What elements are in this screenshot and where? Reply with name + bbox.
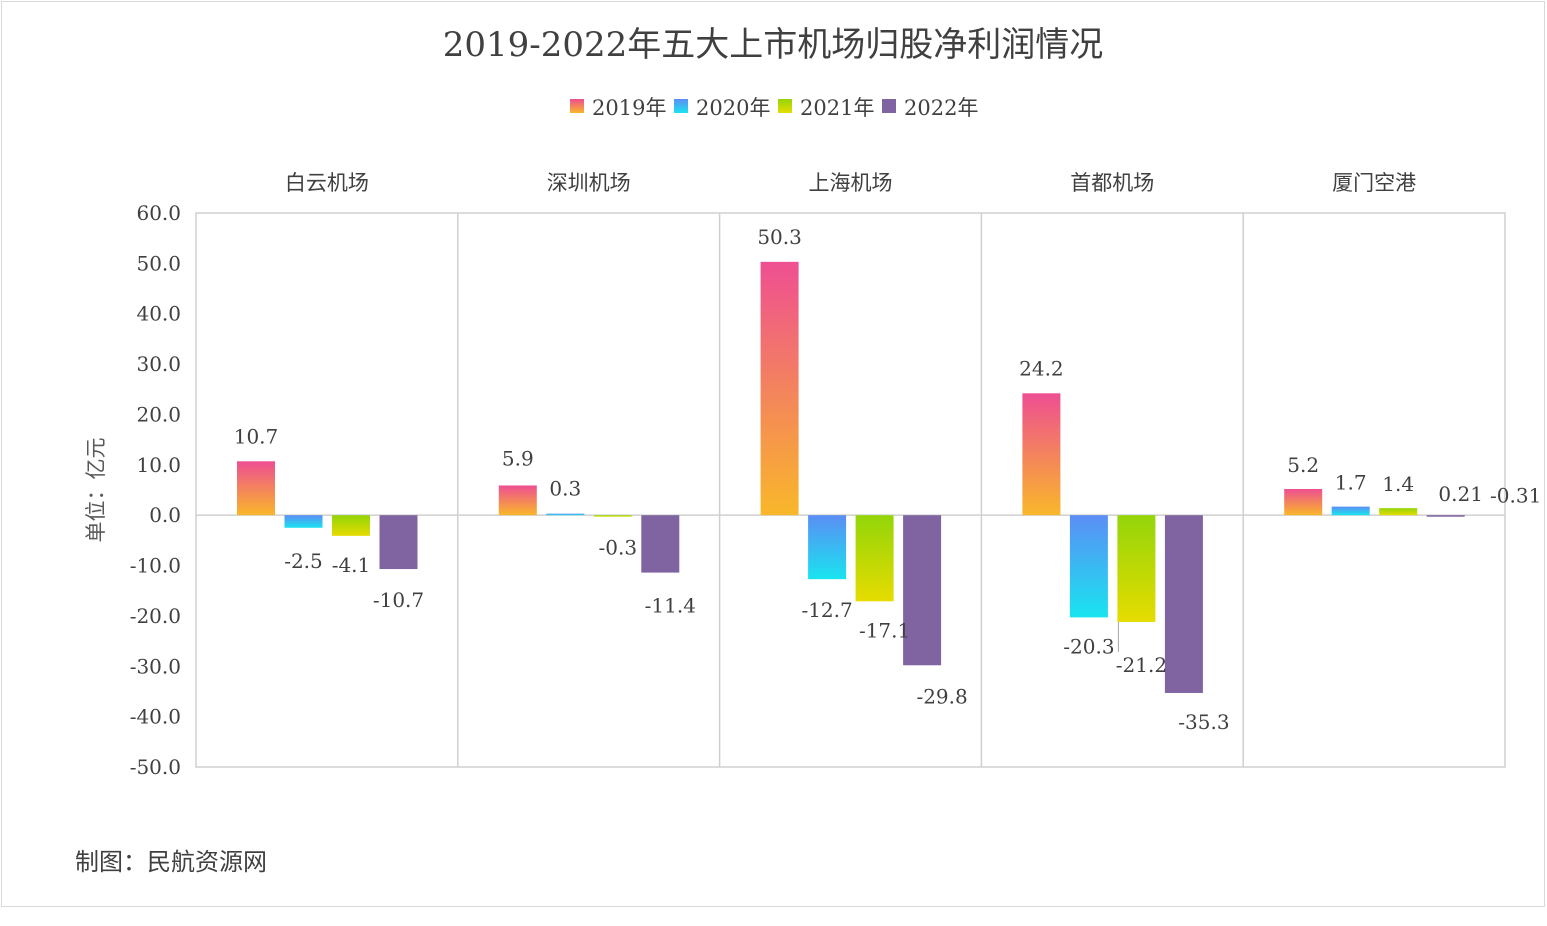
- legend-label-1: 2020年: [696, 96, 770, 120]
- bar-2-3: [903, 515, 942, 666]
- y-axis-label: 单位：亿元: [84, 438, 108, 543]
- bar-4-3: [1426, 515, 1465, 517]
- data-label-4-2: 1.4: [1382, 472, 1414, 496]
- legend: 2019年 2020年 2021年 2022年: [570, 96, 978, 120]
- bar-0-2: [332, 515, 370, 536]
- data-label-3-2: -21.2: [1116, 653, 1167, 677]
- source-footer: 制图：民航资源网: [75, 848, 267, 876]
- y-tick-label: 30.0: [136, 352, 181, 376]
- bar-3-0: [1022, 393, 1061, 516]
- bar-0-1: [284, 515, 323, 528]
- data-label-4-0: 5.2: [1287, 453, 1319, 477]
- bar-3-1: [1069, 515, 1108, 618]
- legend-swatch-2: [778, 99, 792, 113]
- bar-0-0: [237, 461, 275, 516]
- data-label-4-1: 1.7: [1335, 471, 1367, 495]
- bar-4-0: [1284, 488, 1323, 516]
- data-label-2-2: -17.1: [859, 618, 910, 642]
- legend-swatch-1: [674, 99, 688, 113]
- panel-header-4: 厦门空港: [1332, 171, 1416, 195]
- y-tick-label: 60.0: [136, 201, 181, 225]
- bars: [237, 261, 1465, 693]
- bar-3-3: [1164, 515, 1203, 693]
- bar-1-2: [593, 515, 632, 517]
- plot-border: [195, 212, 1506, 768]
- legend-swatch-0: [570, 99, 584, 113]
- legend-label-3: 2022年: [904, 96, 978, 120]
- y-tick-label: 40.0: [136, 302, 181, 326]
- bar-1-1: [546, 513, 585, 516]
- y-tick-label: 20.0: [136, 402, 181, 426]
- y-tick-label: 0.0: [149, 503, 181, 527]
- bar-1-3: [641, 515, 680, 573]
- bar-4-1: [1331, 506, 1370, 516]
- y-tick-label: -30.0: [130, 654, 181, 678]
- bar-3-2: [1117, 515, 1156, 622]
- bar-4-2: [1379, 508, 1418, 516]
- panel-header-2: 上海机场: [809, 171, 893, 195]
- data-label-0-1: -2.5: [284, 549, 323, 573]
- y-tick-label: 50.0: [136, 251, 181, 275]
- data-label-4-3: -0.31: [1490, 484, 1541, 508]
- bar-2-0: [760, 261, 799, 516]
- panel-header-3: 首都机场: [1070, 171, 1154, 195]
- chart-title: 2019-2022年五大上市机场归股净利润情况: [443, 25, 1104, 65]
- bar-2-2: [855, 515, 894, 602]
- bar-1-0: [498, 485, 537, 516]
- bar-2-1: [808, 515, 847, 580]
- y-tick-label: -40.0: [130, 705, 181, 729]
- data-label-3-0: 24.2: [1019, 356, 1064, 380]
- data-label-1-3: -11.4: [645, 594, 696, 618]
- data-label-2-0: 50.3: [757, 225, 802, 249]
- data-label-1-2: -0.3: [599, 536, 638, 560]
- data-label-3-1: -20.3: [1063, 634, 1114, 658]
- bar-0-3: [379, 515, 418, 570]
- y-tick-label: -50.0: [130, 755, 181, 779]
- data-label-2-3: -29.8: [916, 684, 967, 708]
- bar-labels: 10.7 -2.5 -4.1-10.7 5.9 0.3 -0.3 -11.4 50.3 -12.…: [234, 225, 1542, 734]
- data-label-3-3: -35.3: [1178, 710, 1229, 734]
- y-axis-ticks: 60.0 50.0 40.0 30.0 20.0 10.0 0.0 -10.0 -20.0 -30…: [130, 201, 181, 779]
- legend-label-0: 2019年: [592, 96, 666, 120]
- data-label-0-3: -10.7: [373, 588, 424, 612]
- panel-headers: 白云机场 深圳机场 上海机场 首都机场 厦门空港: [285, 171, 1416, 195]
- panel-header-0: 白云机场: [285, 171, 369, 195]
- data-label-0-2: -4.1: [332, 553, 371, 577]
- data-label-1-0: 5.9: [502, 446, 534, 470]
- y-tick-label: -10.0: [130, 554, 181, 578]
- legend-label-2: 2021年: [800, 96, 874, 120]
- panel-header-1: 深圳机场: [547, 171, 631, 195]
- data-label-0-0: 10.7: [234, 424, 279, 448]
- y-tick-label: 10.0: [136, 453, 181, 477]
- data-label-2-1: -12.7: [801, 598, 852, 622]
- data-label-1-1: 0.3: [549, 477, 581, 501]
- legend-swatch-3: [882, 99, 896, 113]
- y-tick-label: -20.0: [130, 604, 181, 628]
- extra-label-0: 0.21: [1438, 482, 1483, 506]
